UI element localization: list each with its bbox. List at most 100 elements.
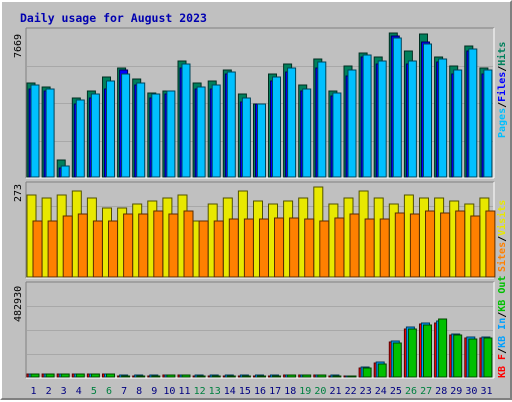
day-label-31: 31	[480, 386, 492, 397]
visits-sites-bar-sites-day-24	[379, 218, 390, 278]
kb-bar-kb-out-day-10	[166, 374, 176, 378]
visits-sites-bar-sites-day-9	[153, 210, 164, 278]
max-label-hits: 7669	[13, 34, 24, 58]
hits-files-pages-bar-pages-day-26	[407, 60, 417, 178]
max-label-visits: 273	[13, 184, 24, 202]
visits-sites-panel	[25, 181, 496, 279]
legend-item-hits: Hits	[496, 42, 508, 66]
kb-bar-kb-out-day-4	[75, 373, 85, 378]
day-label-17: 17	[269, 386, 281, 397]
visits-sites-bar-sites-day-20	[319, 220, 330, 278]
hits-files-pages-bar-pages-day-9	[151, 93, 161, 178]
hits-files-pages-bar-pages-day-5	[90, 93, 100, 178]
visits-sites-bar-sites-day-12	[198, 220, 209, 278]
day-label-2: 2	[46, 386, 52, 397]
max-label-kb: 482930	[13, 286, 24, 322]
day-label-4: 4	[76, 386, 82, 397]
legend-top: Pages/Files/Hits	[496, 42, 508, 138]
day-label-1: 1	[30, 386, 36, 397]
legend-text-2: KB F/KB In/KB Out	[497, 276, 508, 378]
kb-bar-kb-out-day-6	[106, 373, 115, 378]
legend-item-kb-out: KB Out	[497, 276, 508, 312]
hits-files-pages-bar-pages-day-2	[45, 88, 55, 178]
day-axis-labels: 1 2 3 4 5 6 7 8 9 10 11 12 13 14 15 16 17 18 19 20 21 22 23 24 2…	[30, 386, 492, 397]
hits-files-pages-bar-pages-day-18	[287, 67, 297, 178]
kb-bar-kb-out-day-23	[362, 367, 372, 378]
legend-middle: Sites/Visits	[496, 200, 508, 272]
hits-files-pages-bar-pages-day-1	[30, 84, 40, 178]
hits-files-pages-bar-pages-day-11	[181, 63, 191, 178]
hits-files-pages-bar-pages-day-17	[272, 76, 281, 178]
hits-files-pages-bar-pages-day-30	[468, 48, 478, 178]
visits-sites-bar-sites-day-22	[349, 213, 360, 278]
day-label-15: 15	[239, 386, 251, 397]
hits-files-pages-bar-pages-day-25	[392, 37, 402, 178]
day-label-14: 14	[224, 386, 236, 397]
visits-sites-bar-sites-day-11	[183, 210, 194, 278]
visits-sites-bar-sites-day-26	[409, 213, 420, 278]
kb-bar-kb-out-day-11	[181, 374, 191, 378]
day-label-29: 29	[450, 386, 462, 397]
kb-bar-kb-out-day-20	[317, 374, 327, 378]
hits-files-pages-bar-pages-day-22	[347, 69, 357, 178]
kb-bar-kb-out-day-2	[45, 373, 55, 378]
visits-sites-bar-sites-day-21	[334, 217, 345, 278]
legend-item-files: Files	[496, 72, 508, 102]
visits-sites-bar-sites-day-15	[243, 218, 254, 278]
legend-item-: /	[497, 102, 508, 108]
hits-files-pages-bar-pages-day-14	[226, 71, 236, 178]
visits-sites-bar-sites-day-3	[62, 215, 73, 278]
day-label-26: 26	[405, 386, 417, 397]
visits-sites-bar-sites-day-4	[77, 213, 88, 278]
visits-sites-bar-sites-day-5	[92, 220, 103, 278]
kb-bar-kb-out-day-21	[332, 375, 342, 378]
kb-bar-kb-out-day-25	[392, 342, 402, 378]
hits-files-pages-bar-pages-day-3	[60, 165, 70, 178]
hits-files-pages-bar-pages-day-8	[136, 82, 146, 178]
day-label-22: 22	[345, 386, 357, 397]
kb-bar-kb-out-day-1	[30, 373, 40, 378]
hits-files-pages-bar-pages-day-27	[423, 43, 432, 178]
kb-bar-kb-out-day-26	[407, 328, 417, 378]
day-label-16: 16	[254, 386, 266, 397]
visits-sites-bar-sites-day-18	[289, 217, 300, 278]
visits-sites-bar-sites-day-29	[455, 210, 466, 278]
legend-bottom: KB F/KB In/KB Out	[497, 276, 508, 378]
hits-files-pages-bar-pages-day-12	[196, 86, 206, 178]
day-label-23: 23	[360, 386, 372, 397]
kb-bar-kb-out-day-19	[302, 374, 312, 378]
hits-files-pages-bar-pages-day-13	[211, 84, 221, 178]
hits-files-pages-bar-pages-day-24	[377, 60, 387, 178]
kb-bar-kb-out-day-17	[272, 375, 281, 378]
visits-sites-bar-sites-day-31	[485, 210, 496, 278]
day-label-8: 8	[136, 386, 142, 397]
legend-item-: /	[497, 348, 508, 354]
kb-bar-kb-out-day-5	[90, 373, 100, 378]
hits-files-pages-bar-pages-day-15	[241, 97, 251, 178]
day-label-21: 21	[329, 386, 341, 397]
kb-bar-kb-out-day-30	[468, 338, 478, 378]
hits-files-pages-bar-pages-day-6	[106, 80, 115, 178]
kb-bar-kb-out-day-18	[287, 374, 297, 378]
day-label-10: 10	[163, 386, 175, 397]
day-label-9: 9	[151, 386, 157, 397]
visits-sites-bar-sites-day-7	[123, 213, 134, 278]
kb-bar-kb-out-day-29	[453, 334, 463, 378]
visits-sites-bar-sites-day-6	[108, 220, 118, 278]
kb-bar-kb-out-day-14	[226, 375, 236, 378]
visits-sites-bar-sites-day-1	[32, 220, 43, 278]
visits-sites-bar-sites-day-19	[304, 218, 315, 278]
legend-item-kb-in: KB In	[497, 318, 508, 348]
visits-sites-bar-sites-day-8	[138, 213, 149, 278]
day-label-28: 28	[435, 386, 447, 397]
kb-bar-kb-out-day-8	[136, 375, 146, 378]
legend-text-0: Pages/Files/Hits	[496, 42, 508, 138]
hits-files-pages-bar-pages-day-28	[438, 58, 448, 178]
day-label-19: 19	[299, 386, 311, 397]
kb-bar-kb-out-day-7	[121, 375, 131, 378]
hits-files-pages-bar-pages-day-7	[121, 73, 131, 178]
visits-sites-bar-sites-day-30	[470, 215, 481, 278]
visits-sites-bar-sites-day-17	[274, 217, 284, 278]
visits-sites-bar-sites-day-28	[440, 212, 451, 278]
